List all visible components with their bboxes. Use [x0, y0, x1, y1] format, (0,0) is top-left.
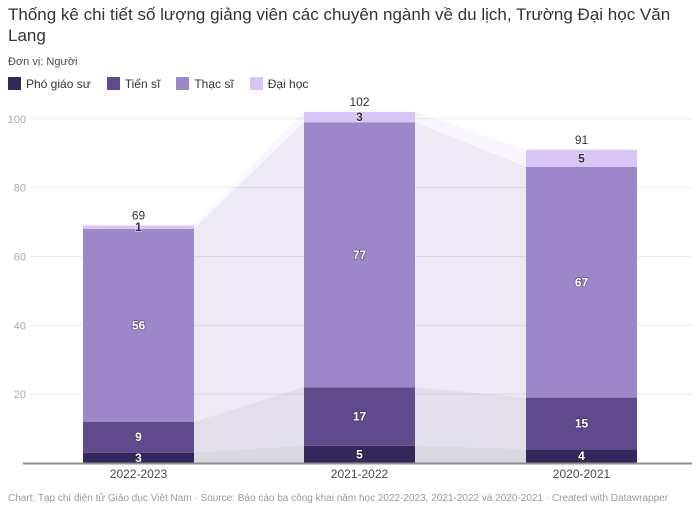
bar-total-label: 102	[349, 95, 369, 109]
legend-swatch-icon	[249, 77, 263, 90]
bar-total-label: 91	[575, 133, 589, 147]
chart-subtitle: Đơn vị: Người	[8, 55, 78, 68]
connector-area	[194, 122, 304, 422]
y-axis-tick-label: 40	[14, 320, 26, 332]
legend-swatch-icon	[8, 77, 21, 90]
legend-swatch-icon	[106, 77, 120, 90]
connector-area	[415, 111, 526, 167]
bar-value-label: 5	[356, 447, 363, 461]
bar-segment[interactable]	[304, 387, 415, 446]
legend-label: Tiến sĩ	[124, 76, 161, 91]
bar-segment[interactable]	[304, 111, 415, 123]
bar-value-label: 4	[578, 449, 585, 463]
y-axis-tick-label: 80	[14, 183, 26, 195]
bar-segment[interactable]	[83, 228, 194, 422]
bar-value-label: 5	[578, 151, 585, 165]
bar-value-label: 17	[353, 410, 367, 424]
x-axis-label: 2022-2023	[110, 467, 168, 481]
connector-area	[194, 387, 304, 453]
bar-segment[interactable]	[526, 149, 637, 167]
legend: Phó giáo sư Tiến sĩ Thạc sĩ Đại học	[8, 77, 692, 91]
connector-area	[415, 387, 526, 450]
legend-label: Phó giáo sư	[26, 76, 91, 91]
bar-segment[interactable]	[304, 445, 415, 463]
y-axis-tick-label: 100	[8, 114, 26, 126]
bar-value-label: 15	[575, 416, 589, 430]
legend-item-3: Thạc sĩ	[176, 76, 234, 91]
y-axis-tick-label: 60	[14, 251, 26, 263]
bar-value-label: 77	[353, 248, 367, 262]
chart-header: Thống kê chi tiết số lượng giảng viên cá…	[0, 4, 700, 91]
connector-area	[415, 122, 526, 398]
bar-value-label: 3	[356, 110, 363, 124]
legend-label: Thạc sĩ	[194, 76, 234, 91]
legend-item-2: Tiến sĩ	[106, 76, 161, 91]
y-axis-tick-label: 20	[14, 389, 26, 401]
bar-segment[interactable]	[526, 397, 637, 450]
bar-value-label: 9	[135, 430, 142, 444]
connector-area	[415, 445, 526, 463]
chart-title: Thống kê chi tiết số lượng giảng viên cá…	[8, 5, 671, 46]
bar-value-label: 67	[575, 275, 589, 289]
legend-swatch-icon	[176, 77, 190, 90]
legend-item-4: Đại học	[249, 76, 309, 91]
bar-segment[interactable]	[83, 421, 194, 453]
x-axis-label: 2021-2022	[331, 467, 389, 481]
connector-area	[194, 111, 304, 229]
bar-value-label: 3	[135, 451, 142, 465]
bar-total-label: 69	[132, 209, 146, 223]
bar-value-label: 56	[132, 318, 146, 332]
bar-segment[interactable]	[304, 122, 415, 388]
bar-segment[interactable]	[526, 166, 637, 398]
bar-segment[interactable]	[526, 449, 637, 463]
chart-footer: Chart: Tạp chí điện tử Giáo dục Việt Nam…	[8, 493, 669, 504]
bar-segment[interactable]	[83, 225, 194, 229]
x-axis-label: 2020-2021	[553, 467, 611, 481]
bar-value-label: 1	[135, 220, 142, 234]
legend-item-1: Phó giáo sư	[8, 77, 91, 91]
bar-segment[interactable]	[83, 452, 194, 463]
connector-area	[194, 445, 304, 463]
legend-label: Đại học	[267, 76, 309, 91]
